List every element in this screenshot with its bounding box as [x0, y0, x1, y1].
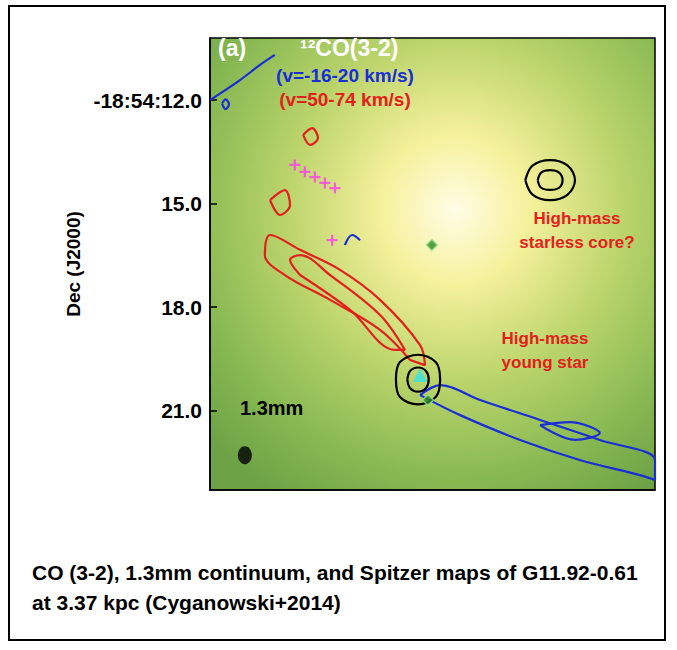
svg-text:High-mass: High-mass	[534, 209, 621, 228]
svg-text:18.0: 18.0	[161, 296, 202, 319]
svg-text:15.0: 15.0	[161, 192, 202, 215]
svg-text:(v=50-74 km/s): (v=50-74 km/s)	[279, 89, 411, 110]
svg-text:21.0: 21.0	[161, 399, 202, 422]
svg-text:High-mass: High-mass	[502, 329, 589, 348]
svg-text:starless core?: starless core?	[519, 233, 634, 252]
svg-text:(v=-16-20 km/s): (v=-16-20 km/s)	[276, 65, 414, 86]
svg-text:1.3mm: 1.3mm	[240, 397, 303, 419]
html-text:CO (3-2), 1.3mm continuum, and: CO (3-2), 1.3mm continuum, and Spitzer m…	[32, 561, 638, 614]
svg-text:Dec (J2000): Dec (J2000)	[63, 211, 84, 317]
svg-text:-18:54:12.0: -18:54:12.0	[93, 89, 202, 112]
svg-text:young star: young star	[502, 353, 589, 372]
svg-text:(a): (a)	[218, 35, 246, 61]
svg-text:¹²CO(3-2): ¹²CO(3-2)	[300, 35, 398, 61]
